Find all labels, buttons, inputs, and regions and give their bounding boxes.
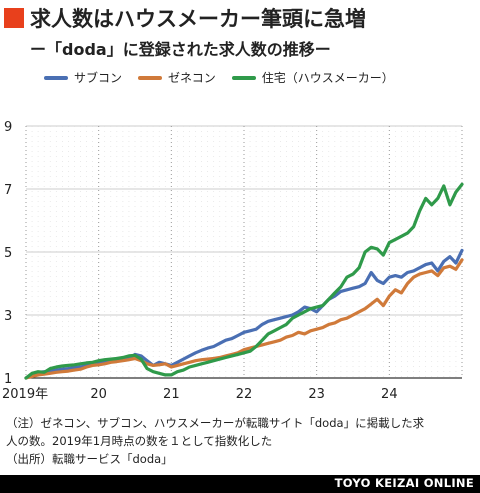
y-tick-label-7: 7	[4, 183, 12, 198]
legend-item-genecon: ゼネコン	[138, 69, 216, 86]
legend-swatch-subcon	[44, 75, 68, 80]
footer-bar: TOYO KEIZAI ONLINE	[0, 475, 480, 493]
legend-label-housing: 住宅（ハウスメーカー）	[261, 71, 394, 85]
legend-item-subcon: サブコン	[44, 69, 122, 86]
line-chart: 1 3 5 7 9 2019年 20 21 22 23 24	[2, 120, 464, 402]
series-line-2	[24, 182, 464, 380]
title-row: 求人数はハウスメーカー筆頭に急増	[4, 3, 366, 33]
x-tick-label-2: 21	[163, 387, 180, 402]
series-line-0	[24, 248, 464, 380]
chart-subtitle: ー「doda」に登録された求人数の推移ー	[30, 40, 331, 59]
x-tick-label-4: 23	[308, 387, 325, 402]
footer-brand: TOYO KEIZAI ONLINE	[334, 476, 474, 490]
y-tick-label-1: 1	[4, 372, 12, 387]
x-tick-label-5: 24	[381, 387, 398, 402]
title-marker	[4, 8, 24, 28]
y-tick-label-9: 9	[4, 120, 12, 135]
note-line-1: （注）ゼネコン、サブコン、ハウスメーカーが転職サイト「doda」に掲載した求	[6, 416, 425, 430]
x-tick-label-0: 2019年	[2, 387, 48, 402]
series-line-1	[24, 258, 464, 380]
note-line-2: 人の数。2019年1月時点の数を１として指数化した	[6, 434, 273, 448]
legend-label-subcon: サブコン	[74, 71, 123, 85]
x-tick-label-1: 20	[90, 387, 107, 402]
y-tick-label-5: 5	[4, 246, 12, 261]
x-tick-label-3: 22	[236, 387, 253, 402]
legend-label-genecon: ゼネコン	[168, 71, 216, 85]
source-line: （出所）転職サービス「doda」	[6, 452, 173, 466]
legend-swatch-housing	[231, 75, 256, 80]
chart-notes: （注）ゼネコン、サブコン、ハウスメーカーが転職サイト「doda」に掲載した求 人…	[6, 414, 424, 468]
legend-swatch-genecon	[138, 75, 163, 80]
legend-item-housing: 住宅（ハウスメーカー）	[231, 69, 394, 86]
legend: サブコン ゼネコン 住宅（ハウスメーカー）	[44, 69, 410, 86]
y-tick-label-3: 3	[4, 309, 12, 324]
chart-title: 求人数はハウスメーカー筆頭に急増	[30, 7, 366, 31]
